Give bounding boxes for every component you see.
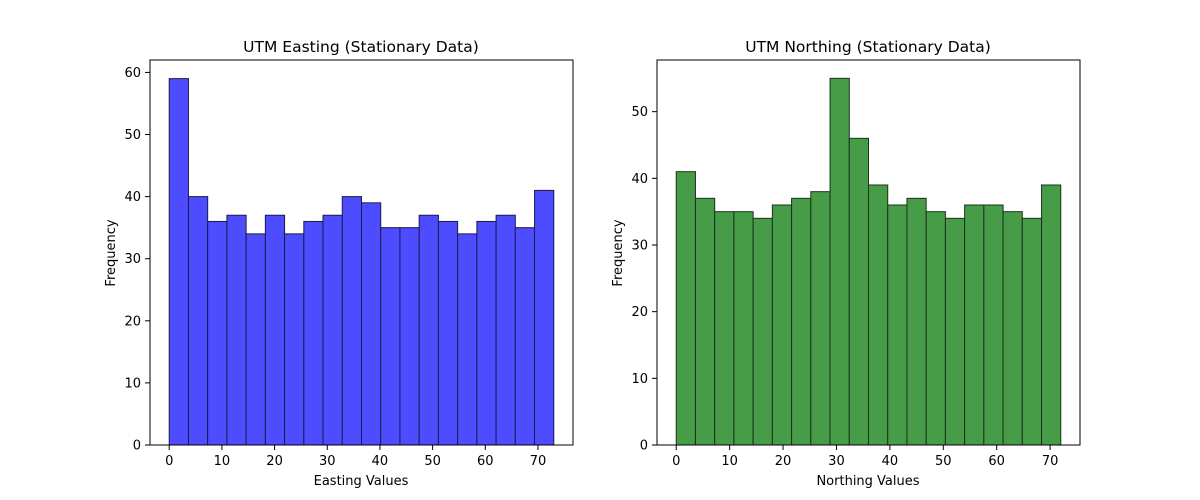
- y-tick-label: 0: [133, 439, 141, 454]
- x-tick-label: 50: [424, 454, 441, 469]
- y-axis-label: Frequency: [104, 219, 119, 286]
- x-tick-label: 10: [721, 454, 738, 469]
- histogram-bar: [1041, 184, 1062, 446]
- histogram-bar: [264, 214, 286, 446]
- histogram-bar: [925, 211, 946, 446]
- histogram-bar: [694, 197, 716, 446]
- x-tick-label: 60: [988, 454, 1005, 469]
- y-tick-label: 30: [631, 239, 648, 254]
- y-tick-label: 10: [124, 376, 141, 391]
- y-tick-label: 20: [124, 314, 141, 329]
- histogram-bar: [418, 214, 439, 446]
- y-tick-label: 0: [640, 439, 648, 454]
- histogram-bar: [495, 214, 516, 446]
- x-tick-label: 10: [214, 454, 231, 469]
- chart-title: UTM Northing (Stationary Data): [745, 38, 991, 56]
- histogram-bar: [714, 211, 735, 446]
- histogram-bar: [810, 191, 831, 446]
- histogram-bar: [476, 220, 497, 446]
- histogram-bar: [361, 202, 382, 446]
- chart-title: UTM Easting (Stationary Data): [243, 38, 479, 56]
- x-tick-label: 30: [319, 454, 336, 469]
- x-axis-ticks: 0 10 20 30 40 50 60 70: [672, 445, 1058, 469]
- histogram-bar: [868, 184, 889, 446]
- northing-histogram: UTM Northing (Stationary Data) 0 10 20 30 40…: [611, 38, 1081, 489]
- histogram-bar: [906, 197, 927, 446]
- histogram-bar: [534, 189, 555, 446]
- histogram-bar: [341, 196, 363, 446]
- histogram-bar: [848, 137, 869, 446]
- plot-frame: [149, 59, 574, 446]
- histogram-bar: [514, 227, 536, 446]
- histogram-bar: [733, 211, 754, 446]
- histogram-bar: [675, 171, 696, 446]
- y-tick-label: 20: [631, 305, 648, 320]
- histogram-bar: [1002, 211, 1023, 446]
- histogram-bar: [226, 214, 247, 446]
- x-tick-label: 20: [775, 454, 792, 469]
- histogram-bar: [829, 77, 850, 446]
- histogram-bar: [187, 196, 209, 446]
- histogram-bar: [322, 214, 343, 446]
- x-axis-label: Northing Values: [816, 474, 919, 489]
- histogram-bar: [168, 78, 189, 446]
- x-tick-label: 50: [935, 454, 952, 469]
- x-tick-label: 40: [882, 454, 899, 469]
- histogram-bar: [791, 197, 812, 446]
- x-tick-label: 60: [477, 454, 494, 469]
- histogram-bar: [207, 220, 228, 446]
- y-tick-label: 60: [124, 66, 141, 81]
- x-tick-label: 20: [266, 454, 283, 469]
- histogram-bar: [1021, 217, 1043, 446]
- y-tick-label: 40: [124, 190, 141, 205]
- x-tick-label: 70: [530, 454, 547, 469]
- histogram-bar: [771, 204, 793, 446]
- bars: [168, 78, 555, 446]
- x-tick-label: 70: [1042, 454, 1059, 469]
- histogram-bar: [245, 233, 266, 446]
- x-tick-label: 0: [165, 454, 173, 469]
- histogram-bar: [457, 233, 478, 446]
- y-tick-label: 50: [631, 105, 648, 120]
- plot-frame: [656, 59, 1081, 446]
- histogram-bar: [964, 204, 985, 446]
- y-axis-label: Frequency: [611, 219, 626, 286]
- x-tick-label: 40: [372, 454, 389, 469]
- histogram-bar: [380, 227, 401, 446]
- y-tick-label: 50: [124, 128, 141, 143]
- histogram-bar: [887, 204, 908, 446]
- y-axis-ticks: 0 10 20 30 40 50: [631, 105, 657, 454]
- histogram-bar: [399, 227, 420, 446]
- y-tick-label: 10: [631, 372, 648, 387]
- histogram-bar: [983, 204, 1004, 446]
- y-tick-label: 30: [124, 252, 141, 267]
- x-axis-label: Easting Values: [314, 474, 409, 489]
- histogram-bar: [944, 217, 966, 446]
- x-tick-label: 30: [828, 454, 845, 469]
- easting-histogram: UTM Easting (Stationary Data) 0 10 20 30 40 5…: [104, 38, 574, 489]
- histogram-bar: [752, 217, 773, 446]
- x-tick-label: 0: [672, 454, 680, 469]
- histogram-bar: [284, 233, 305, 446]
- histogram-bar: [303, 220, 324, 446]
- y-tick-label: 40: [631, 172, 648, 187]
- histogram-bar: [437, 220, 459, 446]
- x-axis-ticks: 0 10 20 30 40 50 60 70: [165, 445, 546, 469]
- y-axis-ticks: 0 10 20 30 40 50 60: [124, 66, 150, 454]
